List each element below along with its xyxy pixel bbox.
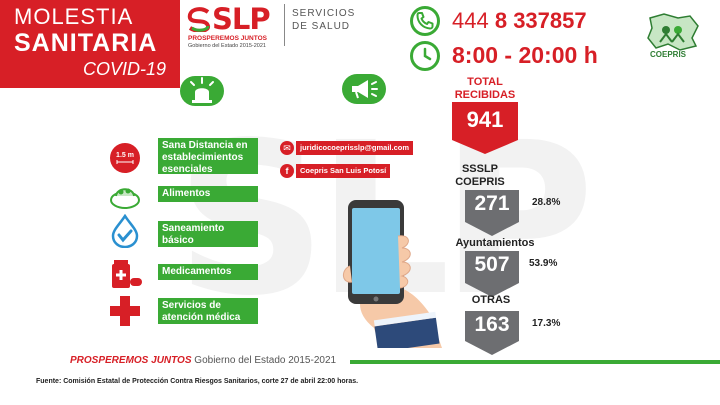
coepris-label: COEPRIS [650,50,687,59]
title-block: MOLESTIA SANITARIA COVID-19 [0,0,180,88]
category-sana-distancia: Sana Distancia en establecimientos esenc… [158,138,258,175]
distance-badge: 1.5 m [116,152,134,159]
stat-ayuntamientos-value: 507 [474,253,510,276]
category-servicios-atencion: Servicios de atención médica [158,298,258,324]
servicios-line-2: DE SALUD [292,21,351,32]
total-label: TOTAL RECIBIDAS [452,76,518,102]
total-label-2: RECIBIDAS [454,89,516,101]
stat-ayuntamientos-label: Ayuntamientos [455,237,535,249]
coepris-map-icon [647,13,699,51]
email-text: juridicocoeprisslp@gmail.com [296,141,414,155]
header-divider [284,4,285,46]
title-line-3: COVID-19 [82,59,166,79]
slp-gov: Gobierno del Estado 2015-2021 [188,43,266,49]
stat-otras-pct: 17.3% [532,318,561,329]
stat-ssslp-pct: 28.8% [532,197,561,208]
total-value: 941 [466,107,504,132]
footer-branding: PROSPEREMOS JUNTOS Gobierno del Estado 2… [70,355,336,366]
phone-number[interactable]: 444 8 337857 [452,8,587,34]
clock-icon [410,41,440,71]
hours: 8:00 - 20:00 h [452,42,598,68]
email-icon: ✉ [280,141,294,155]
water-drop-icon [111,214,139,248]
distance-icon: 1.5 m [110,143,140,173]
slp-logo: SLP PROSPEREMOS JUNTOS Gobierno del Esta… [186,2,286,50]
megaphone-icon [342,70,386,104]
medical-cross-icon [110,296,140,326]
stat-otras-value: 163 [474,313,510,336]
footer-green-line [350,360,720,364]
category-medicamentos: Medicamentos [158,264,258,280]
slp-logo-text: SLP [212,2,271,36]
servicios-line-1: SERVICIOS [292,8,356,19]
total-label-1: TOTAL [467,76,503,88]
phone-prefix: 444 [452,8,489,33]
phone-main: 8 337857 [494,8,587,33]
total-arrow [452,102,518,154]
alarm-light-icon [180,72,224,106]
title-line-2: SANITARIA [14,29,158,57]
stat-ssslp-label: SSSLP COEPRIS [440,163,520,189]
stat-ssslp-value: 271 [474,192,510,215]
stat-ssslp-label-1: SSSLP [461,163,499,175]
food-icon [110,188,140,209]
facebook-text: Coepris San Luis Potosí [296,164,391,178]
category-saneamiento: Saneamiento básico [158,221,258,247]
medicine-icon [112,260,142,288]
stat-ssslp-label-2: COEPRIS [455,176,505,188]
source-note: Fuente: Comisión Estatal de Protección C… [36,378,359,385]
stat-ayuntamientos-pct: 53.9% [529,258,558,269]
category-alimentos: Alimentos [158,186,258,202]
facebook-icon: f [280,164,294,178]
stat-otras-arrow [465,311,519,355]
title-line-1: MOLESTIA [14,4,134,29]
slp-swirl-icon [187,7,210,32]
coepris-logo: COEPRIS [644,12,702,66]
slp-tagline: PROSPEREMOS JUNTOS [188,35,267,42]
servicios-de-salud: SERVICIOS DE SALUD [292,7,355,33]
stat-otras-label: OTRAS [471,294,511,306]
phone-icon [410,6,440,36]
footer-gov: Gobierno del Estado 2015-2021 [194,355,337,366]
footer-pj: PROSPEREMOS JUNTOS [70,355,192,366]
stat-ssslp-arrow [465,190,519,236]
stat-ayuntamientos-arrow [465,251,519,297]
hand-phone-illustration [343,200,442,348]
